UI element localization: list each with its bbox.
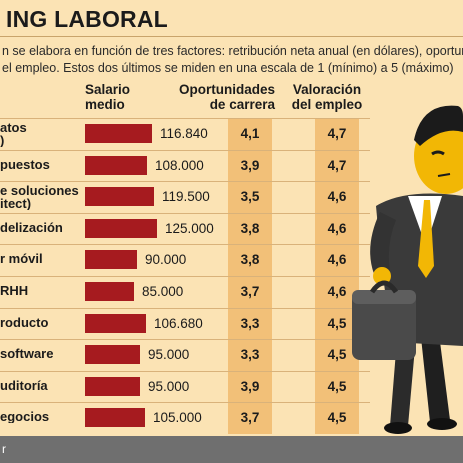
row-divider: [0, 339, 370, 341]
value-score: 4,6: [327, 220, 347, 236]
salary-value: 108.000: [155, 157, 204, 173]
career-score: 4,1: [240, 126, 260, 141]
career-column-header: Oportunidades de carrera: [178, 82, 275, 112]
value-score: 4,5: [327, 378, 347, 394]
salary-value: 125.000: [165, 220, 214, 236]
value-score: 4,6: [327, 284, 347, 299]
footer-text: r: [2, 442, 6, 456]
row-divider: [0, 244, 370, 246]
salary-value: 106.680: [154, 315, 203, 331]
career-score: 3,8: [240, 252, 260, 268]
table-row: roducto 106.680 3,3 4,5: [0, 307, 370, 339]
salary-value: 90.000: [145, 252, 187, 268]
row-divider: [0, 212, 370, 214]
job-title: RHH: [0, 284, 29, 297]
value-score: 4,5: [327, 410, 347, 426]
subtitle: n se elabora en función de tres factores…: [2, 44, 463, 75]
value-column-header: Valoración del empleo: [291, 82, 363, 112]
job-title: e soluciones itect): [0, 184, 79, 211]
job-title: egocios: [0, 410, 50, 424]
row-divider: [0, 181, 370, 183]
salary-bar: [85, 345, 140, 365]
salary-bar: [85, 187, 154, 207]
salary-bar: [85, 155, 147, 175]
career-score: 3,7: [240, 410, 260, 426]
row-divider: [0, 307, 370, 309]
footer-bar: [0, 436, 463, 463]
row-divider: [0, 149, 370, 151]
salary-value: 85.000: [142, 284, 184, 299]
salary-bar: [85, 376, 140, 396]
salary-bar: [85, 408, 145, 428]
value-score: 4,5: [327, 347, 347, 363]
page-title: ING LABORAL: [6, 6, 168, 32]
title-divider: [0, 36, 463, 37]
salary-value: 95.000: [148, 347, 190, 363]
job-title: software: [0, 347, 54, 361]
salary-bar: [85, 250, 137, 270]
job-title: roducto: [0, 315, 49, 329]
career-score: 3,7: [240, 284, 260, 299]
salary-bar: [85, 313, 146, 333]
table-row: uditoría 95.000 3,9 4,5: [0, 370, 370, 402]
table-row: e soluciones itect) 119.500 3,5 4,6: [0, 181, 370, 212]
job-title: delización: [0, 220, 63, 234]
job-title: r móvil: [0, 252, 43, 266]
table-row: atos ) 116.840 4,1 4,7: [0, 118, 370, 149]
salary-bar: [85, 124, 152, 143]
career-score: 3,9: [240, 378, 260, 394]
table-row: RHH 85.000 3,7 4,6: [0, 276, 370, 307]
salary-bar: [85, 218, 157, 238]
row-divider: [0, 118, 370, 119]
salary-value: 105.000: [153, 410, 202, 426]
table-row: software 95.000 3,3 4,5: [0, 339, 370, 370]
career-score: 3,9: [240, 157, 260, 173]
job-title: atos ): [0, 121, 27, 147]
value-score: 4,6: [327, 189, 347, 205]
salary-value: 95.000: [148, 378, 190, 394]
salary-column-header: Salario medio: [85, 82, 131, 112]
businessman-illustration: [352, 105, 463, 434]
table-row: puestos 108.000 3,9 4,7: [0, 149, 370, 181]
job-title: uditoría: [0, 378, 48, 392]
job-title: puestos: [0, 157, 50, 171]
value-score: 4,6: [327, 252, 347, 268]
row-divider: [0, 370, 370, 372]
career-score: 3,3: [240, 347, 260, 363]
value-score: 4,5: [327, 315, 347, 331]
table-row: egocios 105.000 3,7 4,5: [0, 402, 370, 433]
career-score: 3,5: [240, 189, 260, 205]
salary-value: 116.840: [160, 126, 208, 141]
row-divider: [0, 402, 370, 404]
value-score: 4,7: [327, 126, 347, 141]
salary-value: 119.500: [162, 189, 210, 205]
table-row: delización 125.000 3,8 4,6: [0, 212, 370, 244]
table-row: r móvil 90.000 3,8 4,6: [0, 244, 370, 275]
value-score: 4,7: [327, 157, 347, 173]
row-divider: [0, 276, 370, 277]
salary-bar: [85, 282, 134, 301]
career-score: 3,8: [240, 220, 260, 236]
career-score: 3,3: [240, 315, 260, 331]
